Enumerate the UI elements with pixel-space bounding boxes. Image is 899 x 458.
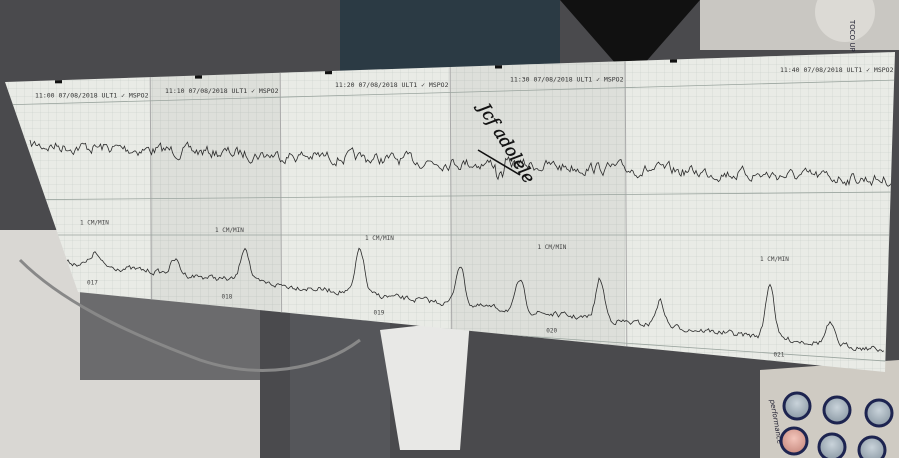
chart-speed-label: 1 CM/MIN [80, 220, 109, 227]
device-button-active[interactable] [779, 426, 809, 456]
page-number: 017 [87, 279, 98, 286]
fold-line [449, 52, 453, 372]
device-button[interactable] [864, 398, 894, 428]
chart-speed-label: 1 CM/MIN [760, 256, 789, 263]
panel-header: 11:00 07/08/2018 ULT1 ✓ MSPO2 [35, 91, 149, 99]
page-number: 021 [774, 351, 785, 358]
chart-speed-label: 1 CM/MIN [215, 227, 244, 234]
band-line [5, 79, 895, 106]
dark-bracket [560, 0, 700, 80]
cable [18, 258, 361, 372]
toco-up-label: TOCO UP [848, 19, 856, 52]
paper-roll [380, 320, 470, 450]
chart-speed-label: 1 CM/MIN [365, 235, 394, 242]
page-number: 020 [546, 327, 557, 334]
panel-header: 11:20 07/08/2018 ULT1 ✓ MSPO2 [335, 81, 449, 89]
panel-header: 11:10 07/08/2018 ULT1 ✓ MSPO2 [165, 87, 279, 95]
device-button[interactable] [817, 432, 847, 458]
page-number: 018 [222, 293, 233, 300]
device-button[interactable] [782, 391, 812, 421]
device-buttons [779, 391, 894, 458]
handwritten-slash [477, 149, 521, 176]
device-button[interactable] [822, 395, 852, 425]
panel-header: 11:40 07/08/2018 ULT1 ✓ MSPO2 [780, 66, 894, 74]
band-line [5, 191, 895, 201]
fold-line [624, 52, 628, 372]
fetal-heart-rate-trace [29, 139, 895, 187]
panel-header: 11:30 07/08/2018 ULT1 ✓ MSPO2 [510, 75, 624, 83]
page-number: 019 [374, 309, 385, 316]
uterine-activity-trace [64, 247, 885, 352]
toco-up-button[interactable] [815, 0, 875, 42]
chart-speed-label: 1 CM/MIN [538, 244, 567, 251]
stand [290, 300, 390, 458]
device-button[interactable] [857, 435, 887, 458]
